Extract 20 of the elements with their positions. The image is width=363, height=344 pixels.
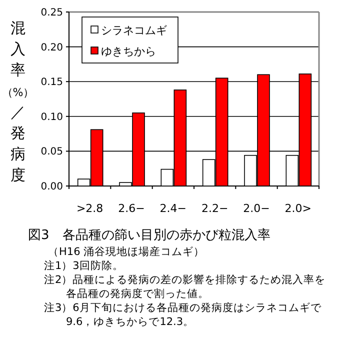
y-tick-label: 0.20 [40,42,63,54]
y-tick-label: 0.15 [40,77,63,88]
y-axis-title: 混入率（%）／発病度 [2,19,34,184]
x-tick-label: 2.0> [284,202,312,215]
legend-label: シラネコムギ [101,24,167,37]
text: 図3 各品種の篩い目別の赤かび粒混入率 [28,227,270,243]
text: （H16 涌谷現地ほ場産コムギ） [48,245,205,258]
y-tick-label: 0.10 [40,112,63,123]
x-tick-label: 2.0− [243,202,270,215]
x-tick-label: 2.4− [160,202,187,215]
y-tick-label: 0.00 [40,182,63,192]
x-tick-label: >2.8 [76,202,104,215]
text: 注3）6月下旬における各品種の発病度はシラネコムギで9.6，ゆきちからで12.3。 [44,301,322,328]
y-tick-label: 0.05 [40,146,63,158]
x-tick-label: 2.6− [118,202,145,215]
legend-label: ゆきちから [101,44,156,58]
text: 注2）品種による発病の差の影響を排除するため混入率を各品種の発病度で割った値。 [44,273,326,300]
x-tick-label: 2.2− [201,202,228,215]
y-tick-label: 0.25 [40,8,63,18]
text: 注1）3回防除。 [44,259,124,272]
